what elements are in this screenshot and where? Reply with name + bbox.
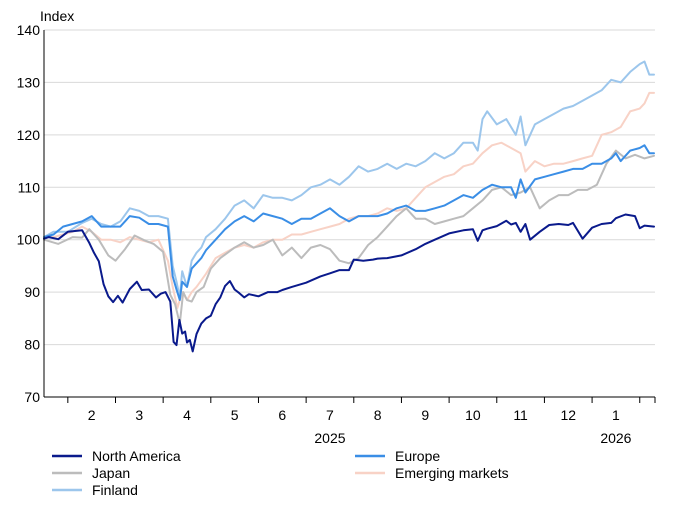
y-ticks: 70 80 90 100 110 120 130 140 <box>17 22 41 405</box>
series-line-emerging-markets <box>43 91 655 309</box>
series-line-japan <box>43 149 655 325</box>
legend-label-emerging-markets: Emerging markets <box>395 465 509 481</box>
y-tick-label: 70 <box>24 389 40 405</box>
x-tick-label: 9 <box>421 407 429 423</box>
series-line-north-america <box>43 213 655 353</box>
x-tick-label: 4 <box>183 407 191 423</box>
legend-label-europe: Europe <box>395 448 440 464</box>
x-tick-label: 2 <box>88 407 96 423</box>
x-ticks: 2 3 4 5 6 7 8 9 10 11 12 1 2025 2026 <box>67 397 656 446</box>
year-label: 2025 <box>314 430 345 446</box>
grid-lines <box>44 29 655 346</box>
x-tick-label: 7 <box>326 407 334 423</box>
axes <box>43 30 655 398</box>
y-tick-label: 80 <box>24 337 40 353</box>
x-tick-label: 5 <box>231 407 239 423</box>
y-tick-label: 90 <box>24 284 40 300</box>
x-tick-label: 11 <box>513 407 528 423</box>
series-line-europe <box>43 144 655 301</box>
series-layer <box>43 60 655 353</box>
x-tick-label: 10 <box>465 407 481 423</box>
x-tick-label: 12 <box>560 407 576 423</box>
x-tick-label: 1 <box>612 407 620 423</box>
series-line-finland <box>43 60 655 299</box>
y-tick-label: 110 <box>18 179 41 195</box>
year-label: 2026 <box>600 430 631 446</box>
y-tick-label: 100 <box>17 232 41 248</box>
y-tick-label: 140 <box>17 22 41 38</box>
y-tick-label: 120 <box>17 127 41 143</box>
legend-label-north-america: North America <box>92 448 181 464</box>
x-tick-label: 3 <box>135 407 143 423</box>
y-axis-label: Index <box>40 8 74 24</box>
x-tick-label: 8 <box>374 407 382 423</box>
x-tick-label: 6 <box>278 407 286 423</box>
legend-label-japan: Japan <box>92 465 130 481</box>
y-tick-label: 130 <box>17 74 41 90</box>
legend-label-finland: Finland <box>92 482 138 498</box>
